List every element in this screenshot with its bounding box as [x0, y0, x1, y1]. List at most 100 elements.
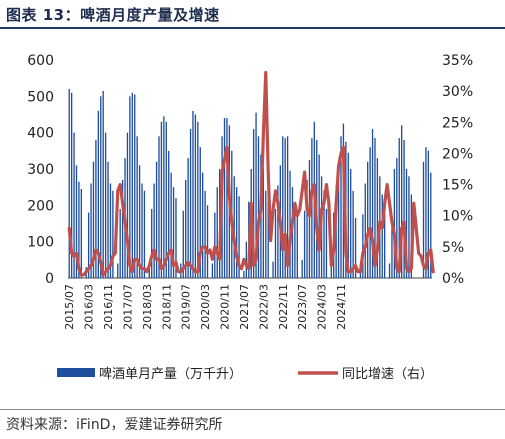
- production-bar: [238, 196, 240, 278]
- x-tick-label: 2018/03: [141, 284, 154, 330]
- production-bar: [408, 176, 410, 278]
- production-bar: [265, 190, 267, 278]
- production-bar: [337, 172, 340, 278]
- x-tick-label: 2024/11: [335, 284, 348, 330]
- production-bar: [267, 198, 269, 278]
- production-bar: [364, 183, 366, 278]
- x-tick-label: 2019/07: [180, 284, 193, 330]
- x-tick-label: 2017/07: [121, 284, 134, 330]
- production-bar: [425, 147, 427, 278]
- production-bar: [80, 188, 83, 278]
- y-left-tick-label: 100: [27, 235, 54, 251]
- production-bar: [330, 263, 332, 278]
- production-bar: [233, 176, 235, 278]
- y-right-tick-label: 20%: [442, 146, 473, 162]
- y-left-tick-label: 300: [27, 162, 54, 178]
- production-bar: [325, 208, 328, 278]
- y-right-tick-label: 35%: [442, 53, 473, 69]
- production-bar: [75, 165, 78, 278]
- production-bar: [401, 125, 403, 279]
- production-bar: [318, 154, 320, 278]
- y-left-tick-label: 200: [27, 198, 54, 214]
- production-bar: [141, 183, 143, 278]
- production-bar: [294, 205, 296, 278]
- production-bar: [73, 132, 75, 278]
- production-bar: [100, 96, 102, 278]
- production-bar: [189, 129, 192, 278]
- production-bar: [369, 147, 371, 278]
- production-bar: [367, 161, 369, 278]
- production-bar: [175, 198, 177, 278]
- legend-bar-swatch: [57, 368, 95, 377]
- production-bar: [192, 110, 194, 279]
- production-bar: [427, 150, 430, 278]
- production-bar: [223, 118, 226, 278]
- production-bar: [286, 136, 289, 278]
- production-bar: [422, 161, 425, 278]
- production-bar: [182, 210, 184, 278]
- production-bar: [347, 152, 349, 278]
- title-divider: [0, 27, 505, 29]
- production-bar: [301, 259, 303, 278]
- production-bar: [204, 190, 206, 278]
- production-bar: [68, 89, 70, 278]
- production-bar: [119, 208, 121, 278]
- production-bar: [252, 129, 255, 278]
- production-bar: [226, 118, 228, 278]
- production-bar: [121, 179, 124, 278]
- x-tick-label: 2023/07: [296, 284, 309, 330]
- production-bar: [112, 190, 114, 278]
- production-bar: [153, 183, 155, 278]
- footer-divider: [0, 409, 505, 410]
- production-bar: [243, 270, 245, 278]
- production-bar: [131, 92, 133, 278]
- production-bar: [381, 194, 383, 278]
- x-tick-label: 2015/07: [63, 284, 76, 330]
- y-left-tick-label: 0: [45, 271, 54, 287]
- production-bar: [274, 208, 277, 278]
- production-bar: [104, 132, 107, 278]
- x-tick-label: 2022/11: [277, 284, 290, 330]
- chart-title: 图表 13：啤酒月度产量及增速: [6, 6, 220, 24]
- production-bar: [90, 183, 92, 278]
- axes-group: 0 100 200 300 400 500 600 0% 5% 10% 15% 20% 25% 30% 35…: [27, 53, 473, 330]
- production-bar: [255, 112, 257, 279]
- production-bar: [398, 138, 400, 278]
- production-bar: [158, 136, 160, 278]
- production-bar: [340, 136, 342, 278]
- production-bar: [109, 183, 112, 278]
- production-bar: [376, 158, 379, 278]
- legend-line-label: 同比增速（右）: [342, 367, 433, 382]
- production-bar: [350, 169, 352, 278]
- x-tick-label: 2021/07: [238, 284, 251, 330]
- production-bar: [354, 218, 357, 278]
- production-bar: [95, 139, 97, 278]
- production-bar: [151, 208, 153, 278]
- production-bar: [199, 147, 201, 278]
- production-bar: [136, 136, 138, 278]
- production-bar: [388, 263, 391, 278]
- production-bar: [202, 172, 204, 278]
- y-right-tick-label: 15%: [442, 178, 473, 194]
- y-left-tick-label: 400: [27, 126, 54, 142]
- production-bar: [257, 136, 260, 278]
- production-bar: [87, 212, 90, 278]
- production-bar: [289, 170, 291, 278]
- x-tick-label: 2020/11: [219, 284, 232, 330]
- production-bar: [163, 116, 165, 278]
- production-bar: [216, 187, 218, 278]
- production-bar: [303, 210, 306, 278]
- y-right-tick-label: 30%: [442, 84, 473, 100]
- production-bar: [396, 158, 398, 278]
- x-tick-label: 2022/03: [257, 284, 270, 330]
- production-bar: [92, 161, 95, 278]
- production-bar: [129, 96, 131, 278]
- production-bar: [391, 216, 393, 278]
- production-bar: [374, 138, 376, 278]
- x-tick-label: 2016/03: [83, 284, 96, 330]
- production-bar: [352, 190, 354, 278]
- production-bar: [262, 169, 265, 278]
- production-bar: [211, 263, 214, 278]
